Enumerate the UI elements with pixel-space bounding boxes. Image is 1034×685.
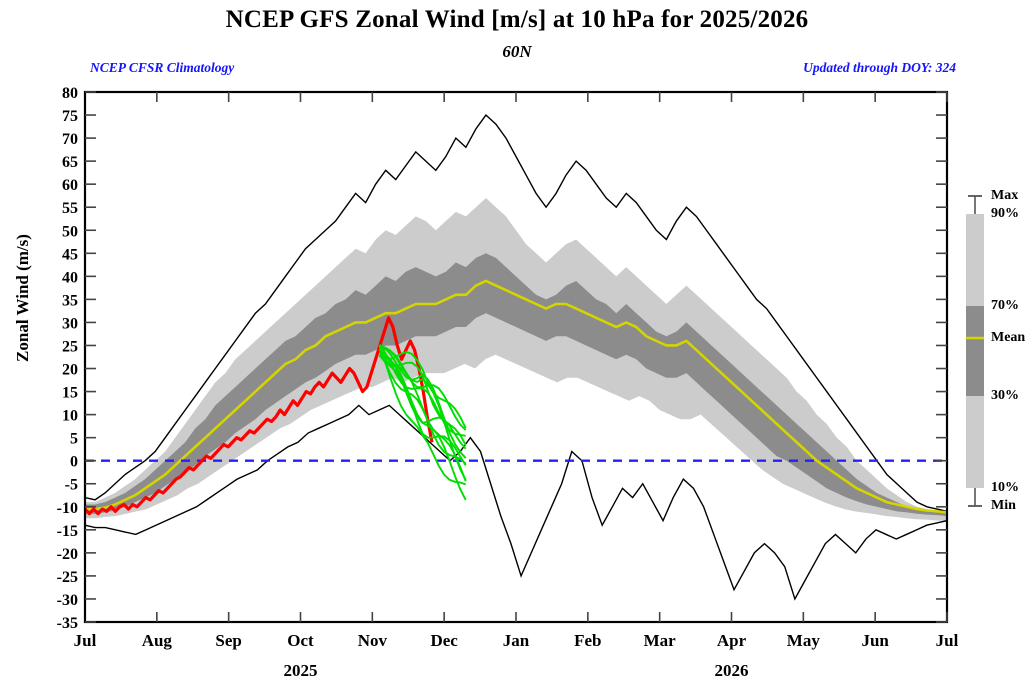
plot-area [85, 92, 947, 622]
x-tick-label: Apr [717, 631, 747, 650]
y-tick-label: 15 [62, 385, 78, 402]
y-tick-label: 35 [62, 292, 78, 309]
x-tick-label: May [787, 631, 821, 650]
page-title: NCEP GFS Zonal Wind [m/s] at 10 hPa for … [225, 6, 809, 33]
forecast-member-line [379, 348, 467, 431]
legend-label: 90% [991, 206, 1019, 221]
y-tick-label: 25 [62, 338, 78, 355]
x-tick-label: Nov [358, 631, 388, 650]
forecast-member-line [378, 351, 467, 450]
x-tick-label: Jul [74, 631, 97, 650]
legend-label: 70% [991, 298, 1019, 313]
forecast-member-line [378, 348, 467, 465]
x-axis-year-label: 2026 [715, 661, 749, 680]
y-tick-label: -35 [57, 615, 78, 632]
y-tick-label: 30 [62, 315, 78, 332]
x-tick-label: Jun [861, 631, 889, 650]
x-tick-label: Sep [215, 631, 241, 650]
forecast-member-line [378, 351, 467, 429]
x-tick-label: Aug [142, 631, 173, 650]
forecast-ensemble-group [378, 344, 467, 501]
y-tick-label: 75 [62, 108, 78, 125]
y-tick-label: 80 [62, 85, 78, 102]
y-tick-label: 40 [62, 269, 78, 286]
envelope-min-line [85, 404, 947, 601]
y-tick-label: 65 [62, 154, 78, 171]
y-tick-label: 10 [62, 408, 78, 425]
legend-label: 10% [991, 480, 1019, 495]
band-10-90 [85, 198, 947, 521]
y-tick-label: -30 [57, 592, 78, 609]
climatology-source-label: NCEP CFSR Climatology [90, 60, 235, 75]
forecast-member-line [378, 351, 467, 446]
legend-label: 30% [991, 388, 1019, 403]
y-tick-label: 50 [62, 223, 78, 240]
y-tick-label: -25 [57, 569, 78, 586]
y-tick-label: -10 [57, 500, 78, 517]
legend-band-30-70 [966, 306, 984, 396]
y-tick-label: 20 [62, 362, 78, 379]
y-tick-label: 0 [70, 454, 78, 471]
forecast-member-line [378, 344, 466, 437]
x-tick-label: Dec [430, 631, 458, 650]
y-tick-label: -20 [57, 546, 78, 563]
x-tick-label: Jul [936, 631, 959, 650]
observed-zonal-wind-line [85, 316, 434, 516]
y-tick-label: 5 [70, 431, 78, 448]
legend-label: Min [991, 498, 1016, 513]
legend-label: Mean [991, 330, 1025, 345]
percentile-legend: Max 90% 70% Mean 30% 10% Min [966, 188, 1025, 513]
y-tick-label: 70 [62, 131, 78, 148]
y-tick-label: -15 [57, 523, 78, 540]
y-tick-label: 60 [62, 177, 78, 194]
x-axis-year-label: 2025 [284, 661, 318, 680]
envelope-max-line [85, 113, 947, 513]
legend-label: Max [991, 188, 1018, 203]
x-tick-label: Feb [574, 631, 601, 650]
forecast-member-line [378, 345, 467, 486]
climatological-mean-line [85, 279, 947, 514]
updated-through-label: Updated through DOY: 324 [803, 60, 956, 75]
x-tick-label: Mar [644, 631, 677, 650]
y-tick-label: 45 [62, 246, 78, 263]
y-tick-label: 55 [62, 200, 78, 217]
x-tick-label: Jan [503, 631, 530, 650]
x-tick-label: Oct [287, 631, 314, 650]
y-tick-label: -5 [65, 477, 78, 494]
chart-subtitle: 60N [502, 42, 532, 61]
